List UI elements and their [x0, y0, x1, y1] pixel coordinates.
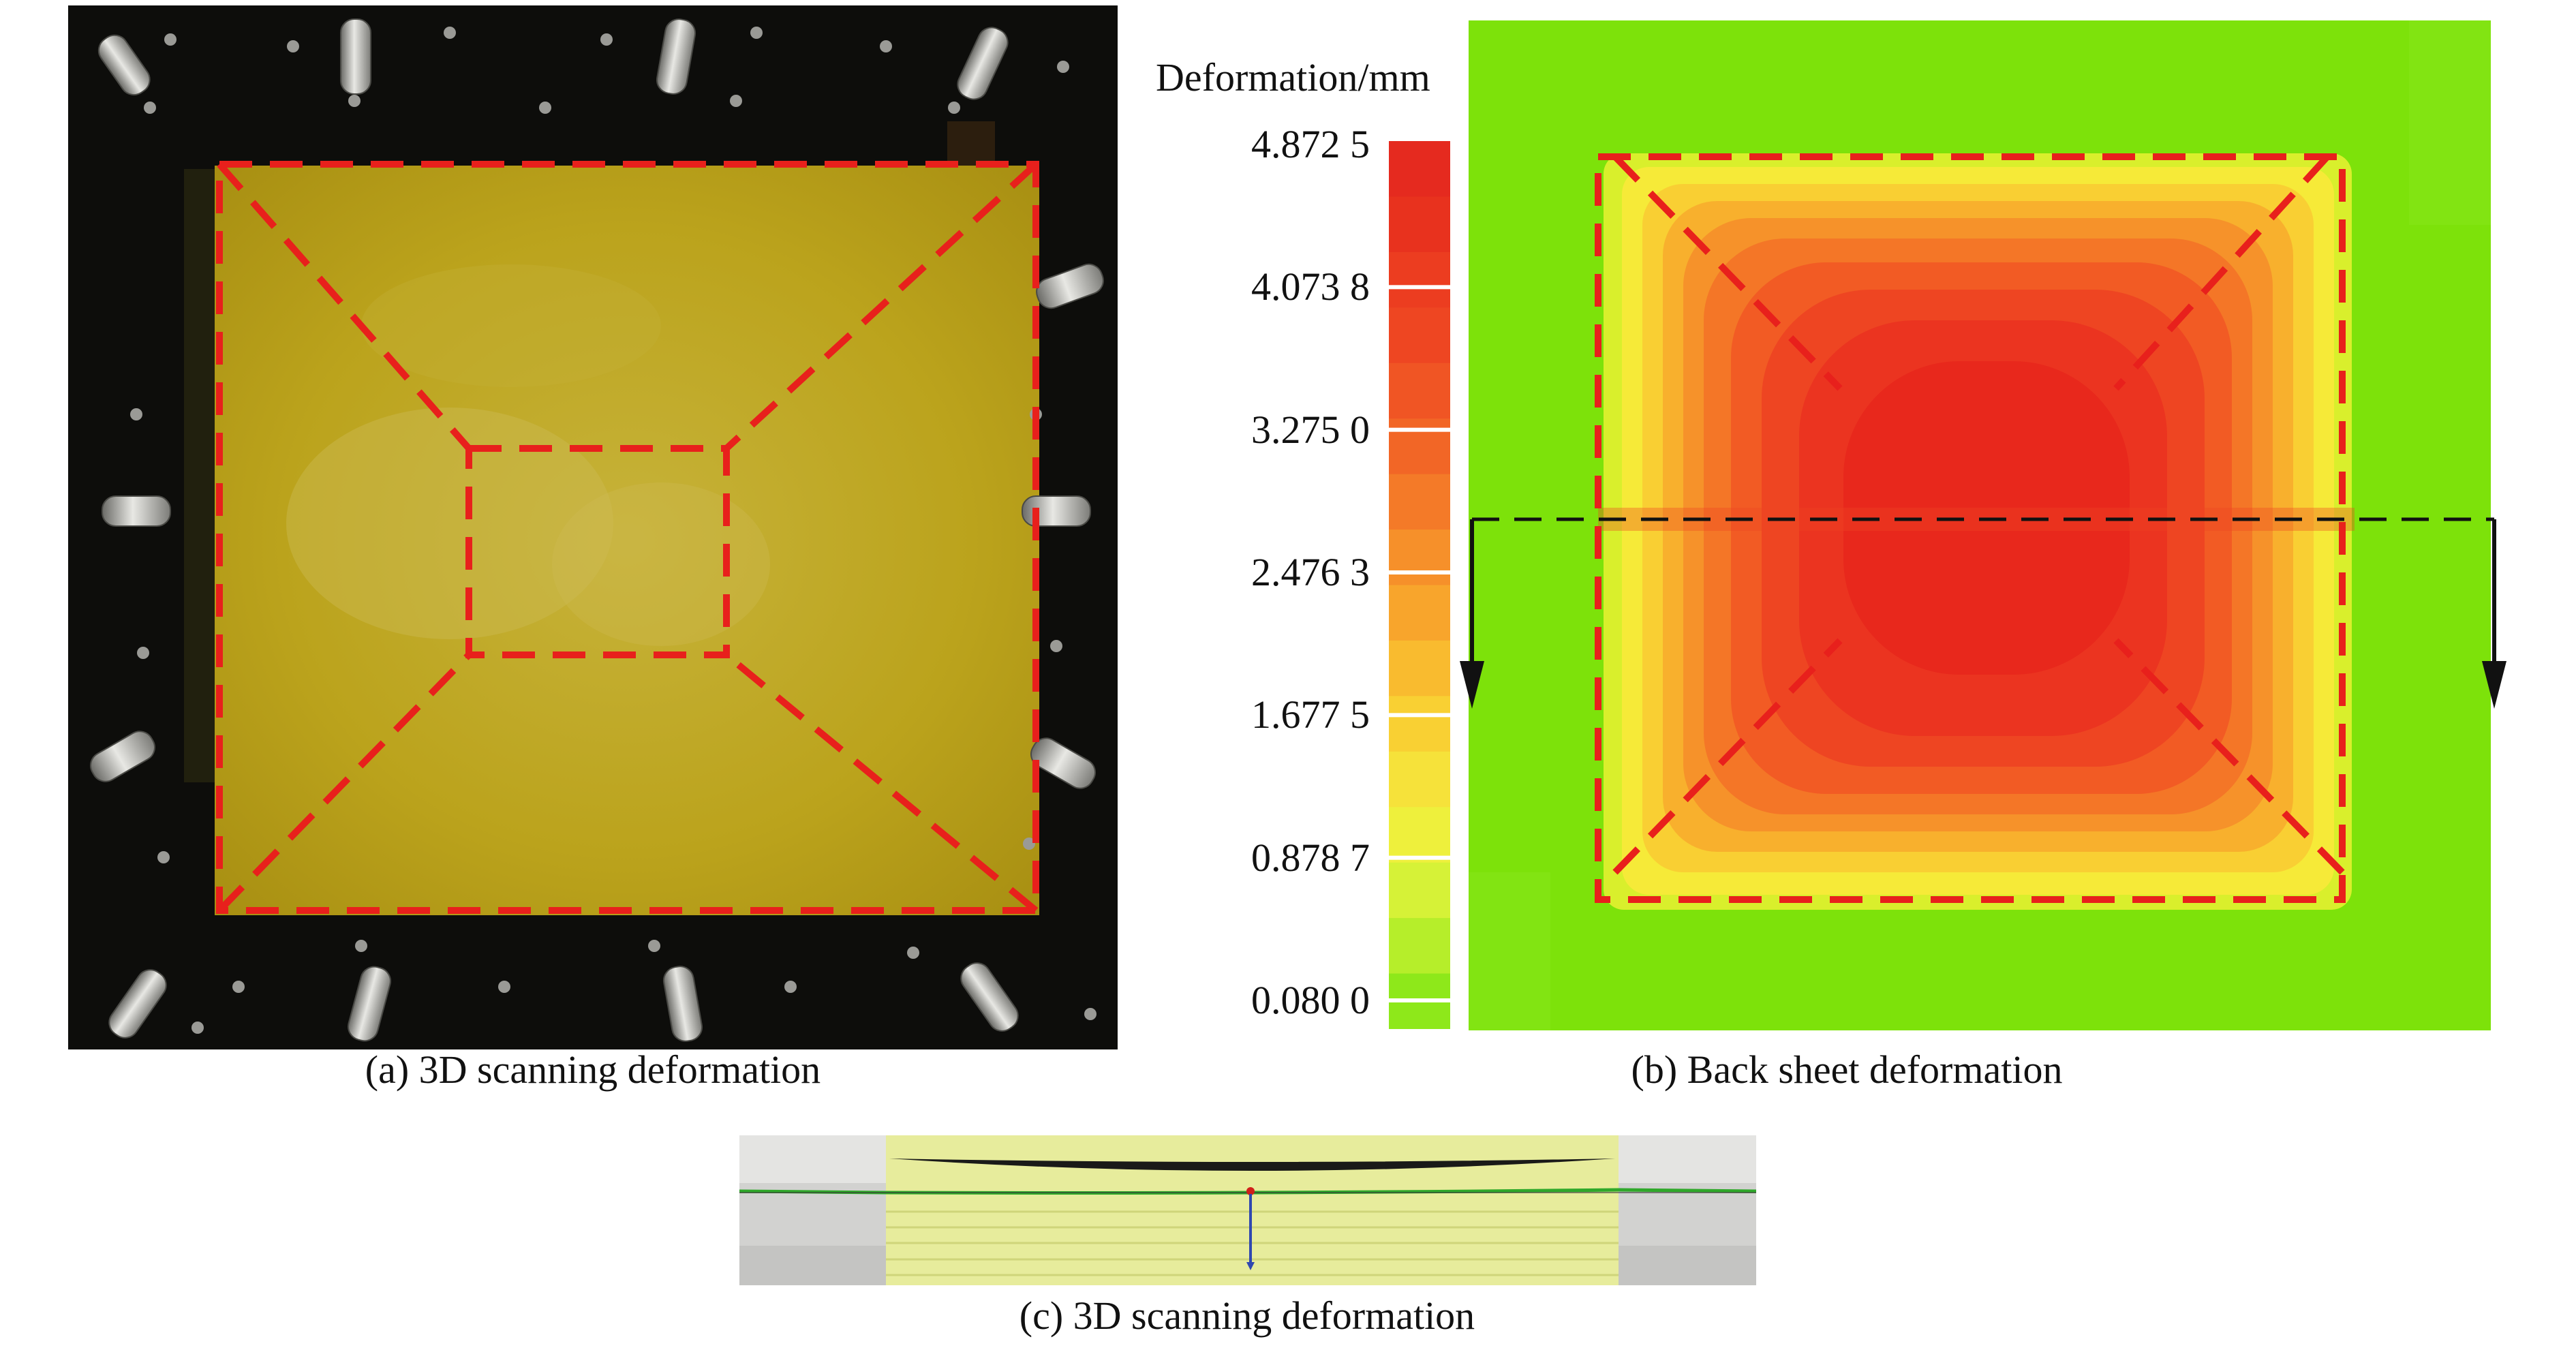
- colorbar-tick-separator: [1389, 285, 1450, 290]
- panel-b-dashed-pyramid: [1469, 20, 2491, 1030]
- colorbar-segment: [1389, 307, 1450, 364]
- colorbar-segment: [1389, 196, 1450, 253]
- colorbar-segment: [1389, 251, 1450, 308]
- panel-a-dashed-pyramid: [68, 5, 1118, 1049]
- legend-tick-label: 4.073 8: [1251, 264, 1370, 309]
- colorbar-tick-separator: [1389, 713, 1450, 718]
- colorbar-segment: [1389, 807, 1450, 863]
- colorbar-segment: [1389, 751, 1450, 808]
- colorbar-tick-separator: [1389, 855, 1450, 860]
- section-cut-line: [1452, 504, 2515, 729]
- legend-tick-label: 2.476 3: [1251, 550, 1370, 594]
- colorbar-tick-separator: [1389, 570, 1450, 574]
- colorbar-segment: [1389, 141, 1450, 197]
- colorbar-segment: [1389, 530, 1450, 585]
- legend-title: Deformation/mm: [1156, 55, 1430, 99]
- legend-tick-label: 4.872 5: [1251, 122, 1370, 166]
- legend-tick-label: 1.677 5: [1251, 692, 1370, 737]
- colorbar-segment: [1389, 862, 1450, 919]
- legend-tick-label: 0.080 0: [1251, 978, 1370, 1022]
- caption-c: (c) 3D scanning deformation: [1019, 1293, 1475, 1338]
- caption-b: (b) Back sheet deformation: [1631, 1047, 2063, 1092]
- colorbar-segment: [1389, 585, 1450, 641]
- colorbar-segment: [1389, 418, 1450, 475]
- panel-c-section-view: [739, 1135, 1756, 1285]
- panel-a-photo: [68, 5, 1118, 1049]
- colorbar-segment: [1389, 696, 1450, 752]
- legend-tick-label: 0.878 7: [1251, 835, 1370, 880]
- colorbar-segment: [1389, 474, 1450, 530]
- legend-colorbar: [1389, 141, 1450, 1029]
- colorbar-tick-separator: [1389, 427, 1450, 432]
- caption-a: (a) 3D scanning deformation: [365, 1047, 821, 1092]
- colorbar-segment: [1389, 918, 1450, 975]
- legend-tick-label: 3.275 0: [1251, 407, 1370, 452]
- colorbar-segment: [1389, 363, 1450, 419]
- colorbar-tick-separator: [1389, 998, 1450, 1002]
- colorbar-segment: [1389, 640, 1450, 696]
